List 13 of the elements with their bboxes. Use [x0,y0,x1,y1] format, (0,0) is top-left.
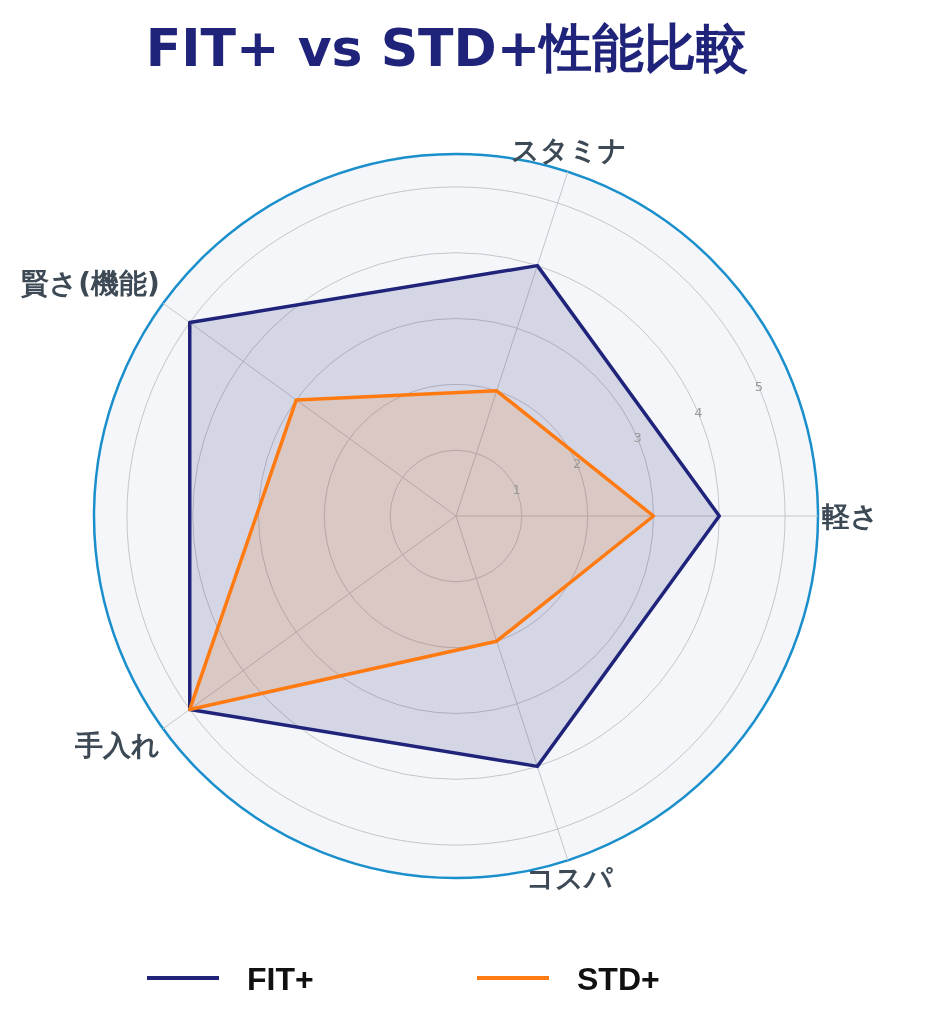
chart-title: FIT+ vs STD+性能比較 [145,18,749,78]
spoke-label: 賢さ(機能) [20,266,160,300]
y-tick-label: 1 [512,481,521,497]
y-tick-label: 4 [694,404,703,420]
spoke-label: 手入れ [73,729,160,763]
spoke-label: スタミナ [511,133,628,167]
spoke-label: 軽さ [822,500,879,533]
legend-label: STD+ [577,961,660,997]
y-tick-label: 5 [754,378,764,394]
spoke-label: コスパ [525,862,613,896]
legend-label: FIT+ [247,961,314,997]
y-tick-label: 3 [633,430,642,446]
y-tick-label: 2 [573,456,582,472]
